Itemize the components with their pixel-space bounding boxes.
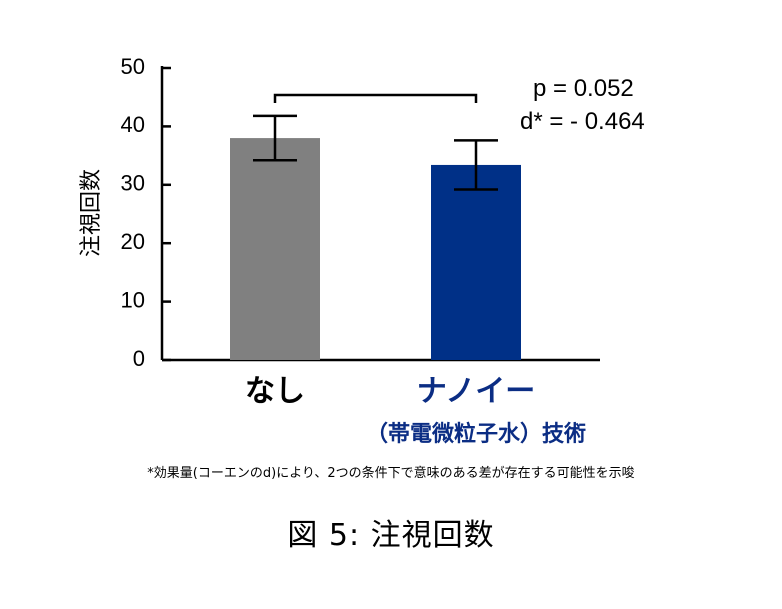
category-sublabel-nanoe: （帯電微粒子水）技術	[366, 421, 586, 447]
error-bars	[253, 114, 498, 191]
y-tick-label: 10	[121, 287, 145, 312]
effect-size-text: d* = - 0.464	[520, 108, 645, 135]
p-value-text: p = 0.052	[533, 75, 634, 102]
figure-caption: 図 5: 注視回数	[287, 518, 495, 553]
bar	[431, 164, 521, 360]
error-bar	[253, 114, 297, 162]
y-tick-label: 0	[133, 346, 145, 371]
y-tick-label: 40	[121, 112, 145, 137]
y-axis-ticks: 0 10 20 30 40 50	[121, 54, 171, 371]
category-label-none: なし	[245, 374, 305, 409]
y-tick-label: 30	[121, 171, 145, 196]
footnote: *効果量(コーエンのd)により、2つの条件下で意味のある差が存在する可能性を示唆	[147, 466, 635, 481]
y-tick-label: 20	[121, 229, 145, 254]
comparison-bracket	[273, 93, 478, 103]
bars	[230, 138, 521, 360]
y-tick-label: 50	[121, 54, 145, 79]
error-bar	[454, 139, 498, 191]
bar	[230, 138, 320, 360]
y-axis-label: 注視回数	[79, 169, 104, 257]
category-label-nanoe: ナノイー	[417, 374, 536, 409]
